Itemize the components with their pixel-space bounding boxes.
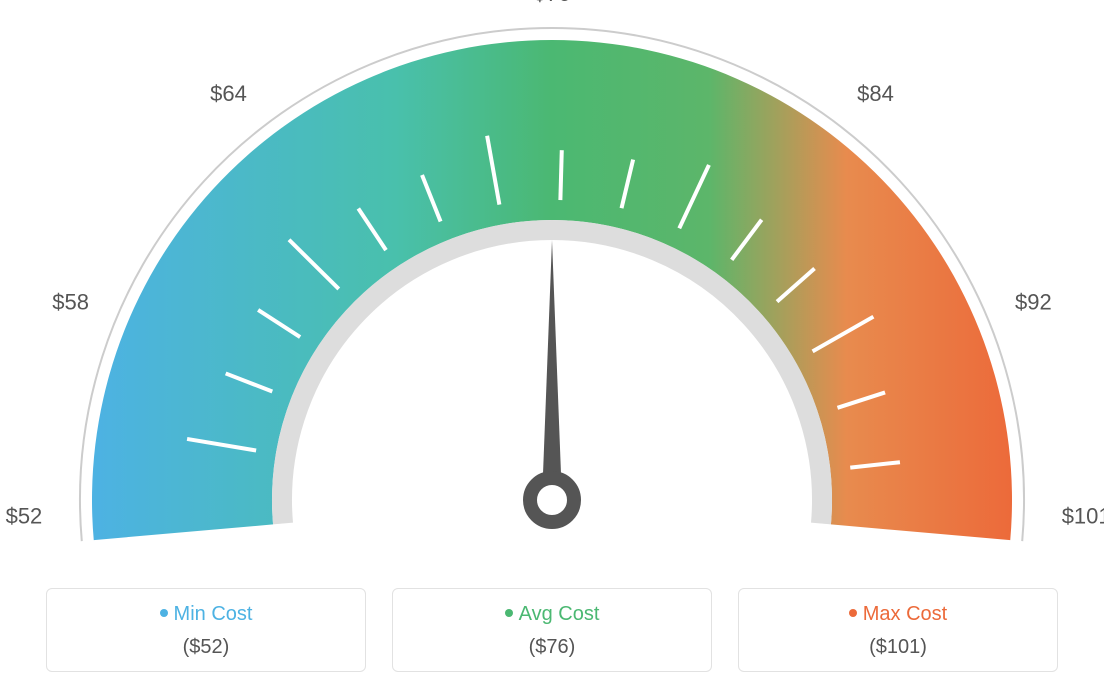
legend-title-text: Min Cost [174, 603, 253, 625]
dot-icon [160, 609, 168, 617]
legend-card-min: Min Cost ($52) [46, 588, 366, 672]
legend-title-min: Min Cost [57, 603, 355, 626]
svg-text:$76: $76 [534, 0, 571, 6]
legend-title-max: Max Cost [749, 603, 1047, 626]
svg-text:$92: $92 [1015, 289, 1052, 314]
legend-title-avg: Avg Cost [403, 603, 701, 626]
cost-gauge-widget: { "gauge": { "type": "gauge", "cx": 552,… [0, 0, 1104, 690]
legend-card-max: Max Cost ($101) [738, 588, 1058, 672]
gauge-area: $52 $58 $64 $76 $84 $92 $101 [0, 0, 1104, 570]
legend-title-text: Max Cost [863, 603, 947, 625]
legend-value-max: ($101) [749, 636, 1047, 659]
svg-text:$84: $84 [857, 81, 894, 106]
svg-text:$52: $52 [6, 504, 43, 529]
legend-value-min: ($52) [57, 636, 355, 659]
svg-text:$64: $64 [210, 81, 247, 106]
dot-icon [849, 609, 857, 617]
svg-text:$58: $58 [52, 289, 89, 314]
dot-icon [505, 609, 513, 617]
legend-row: Min Cost ($52) Avg Cost ($76) Max Cost (… [0, 588, 1104, 672]
legend-value-avg: ($76) [403, 636, 701, 659]
gauge-svg: $52 $58 $64 $76 $84 $92 $101 [0, 0, 1104, 570]
svg-text:$101: $101 [1062, 504, 1104, 529]
legend-card-avg: Avg Cost ($76) [392, 588, 712, 672]
legend-title-text: Avg Cost [519, 603, 600, 625]
